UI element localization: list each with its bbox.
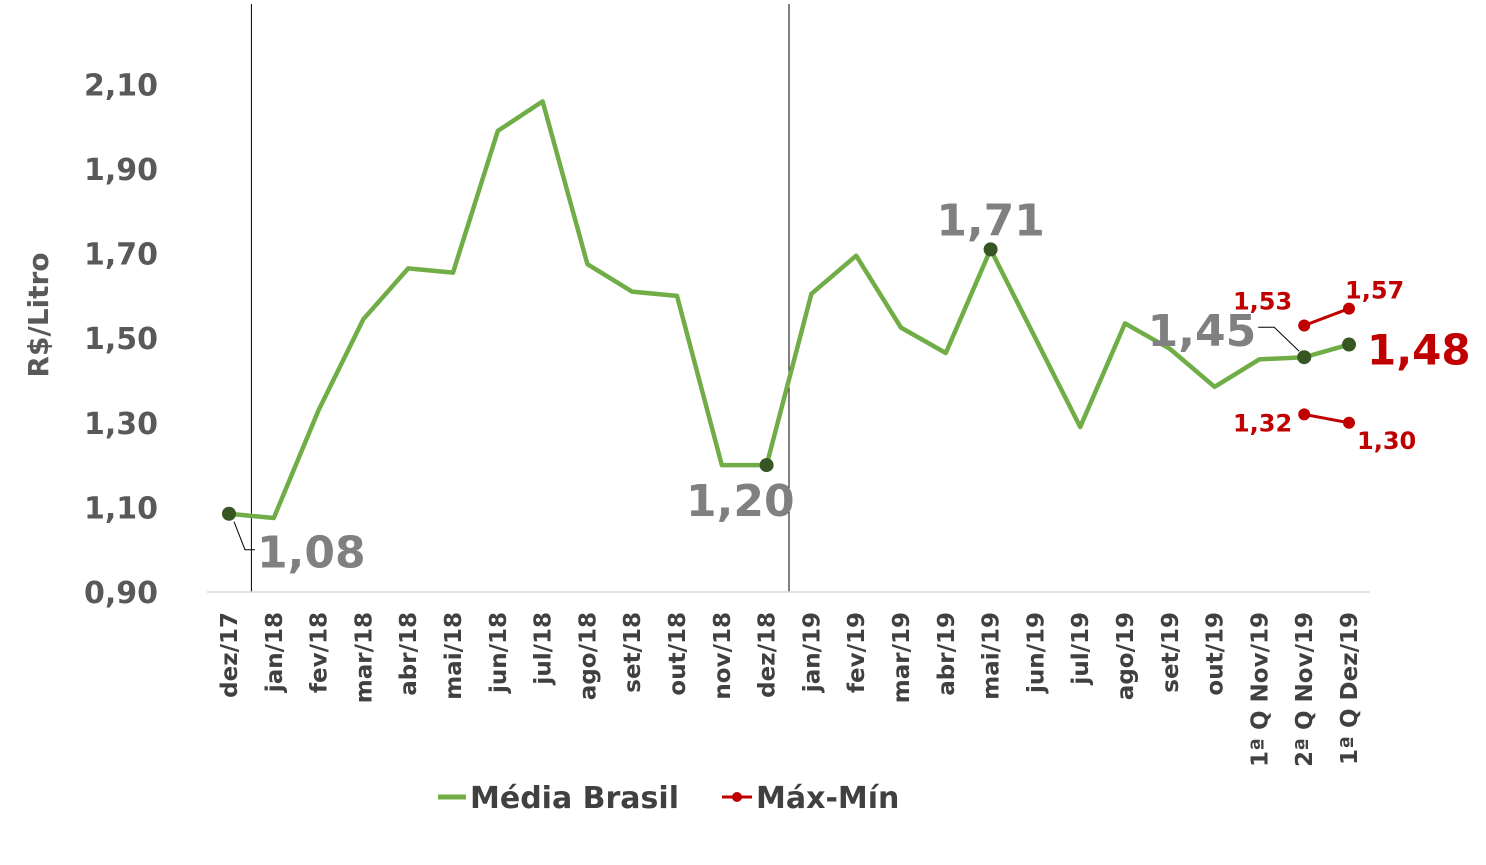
series-group	[222, 99, 1356, 521]
leader-line	[233, 521, 255, 551]
highlight-point	[983, 242, 998, 257]
x-axis-ticks: dez/17 jan/18 fev/18 mar/18 abr/18 mai/18 jun/…	[217, 612, 1363, 767]
x-tick-label: mai/18	[441, 612, 467, 700]
year-separators	[250, 4, 790, 592]
x-tick-label: dez/18	[755, 612, 781, 698]
x-tick-label: out/19	[1203, 612, 1229, 696]
y-tick-label: 2,10	[84, 68, 158, 103]
x-tick-label: abr/19	[934, 612, 960, 696]
x-tick-label: jul/19	[1068, 612, 1094, 686]
data-label: 1,71	[936, 195, 1045, 246]
x-tick-label: 1ª Q Dez/19	[1337, 612, 1363, 765]
series-line-max	[1303, 307, 1350, 327]
data-label-max: 1,57	[1345, 277, 1404, 305]
x-tick-label: 2ª Q Nov/19	[1292, 612, 1318, 767]
data-labels: 1,08 1,20 1,71 1,45 1,48 1,53 1,57 1,32 1,30	[233, 195, 1471, 579]
x-tick-label: set/18	[620, 612, 646, 693]
x-tick-label: set/19	[1158, 612, 1184, 693]
x-tick-label: mai/19	[979, 612, 1005, 700]
y-tick-label: 1,50	[84, 322, 158, 357]
y-axis-ticks: 0,90 1,10 1,30 1,50 1,70 1,90 2,10	[84, 68, 158, 611]
x-tick-label: nov/18	[710, 612, 736, 700]
x-tick-label: fev/18	[307, 612, 333, 693]
y-tick-label: 1,30	[84, 407, 158, 442]
data-label: 1,20	[686, 476, 795, 527]
legend: Média Brasil Máx-Mín	[438, 781, 899, 816]
legend-label-maxmin: Máx-Mín	[756, 781, 899, 816]
y-tick-label: 1,90	[84, 153, 158, 188]
x-tick-label: out/18	[665, 612, 691, 696]
x-tick-label: ago/19	[1113, 612, 1139, 700]
x-tick-label: jan/19	[799, 612, 825, 693]
point-max	[1298, 319, 1311, 332]
legend-label-media: Média Brasil	[470, 781, 679, 816]
point-max	[1343, 302, 1355, 315]
x-tick-label: 1ª Q Nov/19	[1247, 612, 1273, 767]
data-label: 1,45	[1148, 306, 1257, 357]
x-tick-label: mar/18	[351, 612, 377, 703]
data-label-max: 1,53	[1233, 288, 1292, 316]
y-axis-label: R$/Litro	[22, 252, 55, 377]
y-tick-label: 1,70	[84, 238, 158, 273]
point-min	[1343, 416, 1355, 429]
x-tick-label: mar/19	[889, 612, 915, 703]
highlight-point	[222, 506, 236, 521]
legend-marker-maxmin	[732, 792, 742, 802]
x-tick-label: dez/17	[217, 612, 243, 698]
data-label-current: 1,48	[1367, 326, 1471, 375]
x-tick-label: jul/18	[531, 612, 557, 686]
x-tick-label: jun/18	[486, 612, 512, 694]
x-tick-label: ago/18	[575, 612, 601, 700]
highlight-point	[1297, 350, 1312, 365]
series-line-media-brasil	[228, 99, 1350, 521]
point-min	[1298, 408, 1311, 421]
highlight-point	[1342, 337, 1356, 352]
data-label-min: 1,32	[1233, 409, 1292, 437]
y-tick-label: 0,90	[84, 576, 158, 611]
x-tick-label: jan/18	[262, 612, 288, 693]
x-tick-label: jun/19	[1023, 612, 1049, 694]
leader-line	[1258, 326, 1300, 352]
y-tick-label: 1,10	[84, 491, 158, 526]
highlight-point	[759, 458, 774, 473]
series-line-min	[1303, 412, 1350, 425]
x-tick-label: fev/19	[844, 612, 870, 693]
data-label-min: 1,30	[1357, 427, 1416, 455]
x-tick-label: abr/18	[396, 612, 422, 696]
data-label: 1,08	[257, 528, 366, 579]
